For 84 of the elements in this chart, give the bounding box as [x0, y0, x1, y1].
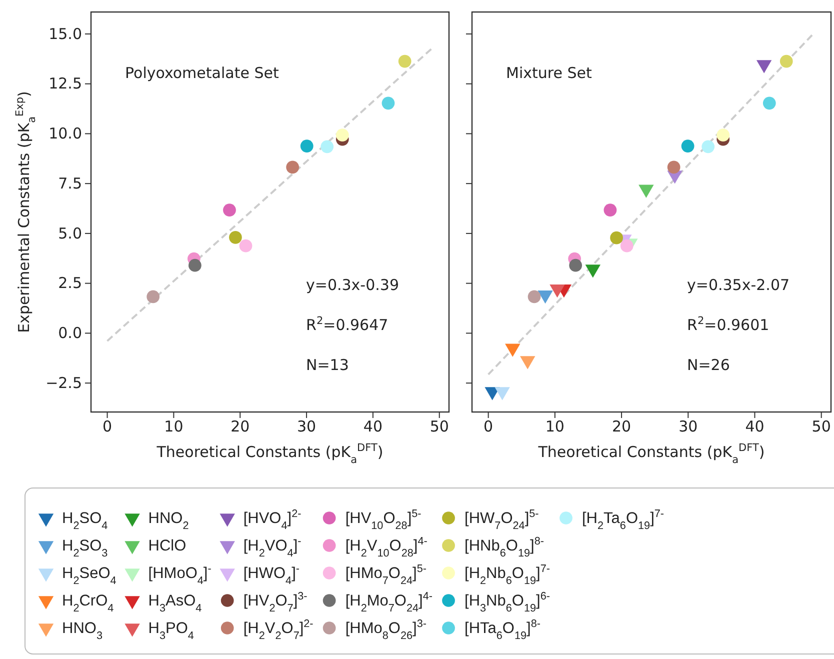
- y-tick-label: 10.0: [48, 124, 82, 142]
- legend-label: HNO$_{2}$: [148, 510, 189, 532]
- x-axis-title: Theoretical Constants (pK$_{a}$$^{DFT}$): [156, 442, 384, 466]
- point: [638, 184, 654, 198]
- point: [569, 258, 582, 272]
- text: Polyoxometalate Set: [125, 64, 279, 82]
- point: [398, 54, 412, 68]
- legend-label: [HV$_{2}$O$_{7}$]$^{3-}$: [243, 590, 308, 614]
- x-axis-title: Theoretical Constants (pK$_{a}$$^{DFT}$): [537, 442, 765, 466]
- legend-label: [HMo$_{8}$O$_{26}$]$^{3-}$: [345, 618, 427, 642]
- point: [300, 140, 314, 152]
- legend-label: [H$_{2}$V$_{2}$O$_{7}$]$^{2-}$: [243, 618, 314, 642]
- legend-label: H$_{3}$PO$_{4}$: [148, 620, 194, 642]
- point: [538, 290, 553, 304]
- legend-label: [HW$_{7}$O$_{24}$]$^{5-}$: [464, 508, 540, 532]
- point: [229, 231, 242, 244]
- point: [286, 160, 300, 174]
- point: [382, 96, 395, 110]
- point: [550, 284, 565, 298]
- y-tick-label: −2.5: [46, 374, 82, 392]
- point: [610, 231, 623, 244]
- legend-label: [HVO$_{4}$]$^{2-}$: [243, 508, 302, 532]
- point: [505, 344, 520, 357]
- legend-label: H$_{2}$SeO$_{4}$: [62, 565, 116, 587]
- x-tick-label: 30: [678, 418, 698, 436]
- legend-label: [H$_{3}$Nb$_{6}$O$_{19}$]$^{6-}$: [464, 590, 550, 614]
- legend-label: [H$_{2}$Nb$_{6}$O$_{19}$]$^{7-}$: [464, 563, 550, 587]
- x-tick-label: 30: [296, 418, 316, 436]
- y-tick-label: 15.0: [48, 24, 82, 43]
- legend-label: [H$_{2}$VO$_{4}$]$^{-}$: [243, 536, 302, 560]
- legend-label: [HWO$_{4}$]$^{-}$: [243, 563, 300, 587]
- legend-label: H$_{2}$SO$_{4}$: [62, 510, 108, 532]
- x-tick-label: 0: [484, 418, 494, 436]
- point: [520, 356, 536, 370]
- point: [336, 128, 349, 142]
- legend-label: [HMo$_{7}$O$_{24}$]$^{5-}$: [345, 563, 427, 587]
- point: [681, 140, 694, 152]
- point: [667, 160, 680, 174]
- y-tick-label: 5.0: [58, 224, 82, 242]
- legend-label: [HNb$_{6}$O$_{19}$]$^{8-}$: [464, 536, 544, 560]
- annotation: R$^{2}$=0.9647: [306, 315, 388, 334]
- y-tick-label: 2.5: [58, 274, 82, 292]
- legend-label: HNO$_{3}$: [62, 620, 102, 642]
- point: [620, 239, 634, 252]
- text: Mixture Set: [506, 64, 592, 82]
- x-tick-label: 10: [545, 418, 564, 436]
- point: [146, 290, 160, 304]
- x-tick-label: 0: [102, 418, 112, 436]
- point: [604, 204, 617, 217]
- point: [239, 239, 252, 252]
- y-tick-label: 0.0: [58, 324, 82, 342]
- x-tick-label: 50: [430, 418, 449, 436]
- x-tick-label: 50: [812, 418, 831, 436]
- point: [320, 140, 334, 154]
- point: [716, 128, 730, 142]
- legend-label: H$_{2}$CrO$_{4}$: [62, 592, 114, 614]
- annotation: N=26: [687, 356, 730, 374]
- legend-label: [HV$_{10}$O$_{28}$]$^{5-}$: [345, 508, 422, 532]
- point: [494, 387, 510, 400]
- point: [762, 96, 776, 110]
- legend-label: HClO: [148, 538, 186, 554]
- legend-label: H$_{3}$AsO$_{4}$: [148, 592, 202, 614]
- point: [702, 140, 715, 154]
- legend-label: H$_{2}$SO$_{3}$: [62, 538, 108, 560]
- x-tick-label: 20: [230, 418, 250, 436]
- annotation: N=13: [306, 356, 349, 374]
- point: [585, 264, 600, 278]
- legend-label: [H$_{2}$Ta$_{6}$O$_{19}$]$^{7-}$: [582, 508, 664, 532]
- x-tick-label: 10: [164, 418, 184, 436]
- legend-label: [HTa$_{6}$O$_{19}$]$^{8-}$: [464, 618, 541, 642]
- legend-label: [H$_{2}$Mo$_{7}$O$_{24}$]$^{4-}$: [345, 590, 433, 614]
- point: [223, 204, 236, 217]
- x-tick-label: 40: [745, 418, 764, 436]
- y-tick-label: 12.5: [48, 74, 82, 93]
- x-tick-label: 40: [363, 418, 382, 436]
- annotation: R$^{2}$=0.9601: [687, 315, 770, 334]
- annotation: y=0.3x-0.39: [306, 276, 399, 294]
- y-tick-label: 7.5: [58, 174, 82, 192]
- point: [188, 258, 202, 272]
- legend-label: [HMoO$_{4}$]$^{-}$: [148, 563, 212, 587]
- point: [780, 54, 793, 68]
- x-tick-label: 20: [612, 418, 632, 436]
- annotation: y=0.35x-2.07: [687, 276, 790, 294]
- legend-label: [H$_{2}$V$_{10}$O$_{28}$]$^{4-}$: [345, 536, 428, 560]
